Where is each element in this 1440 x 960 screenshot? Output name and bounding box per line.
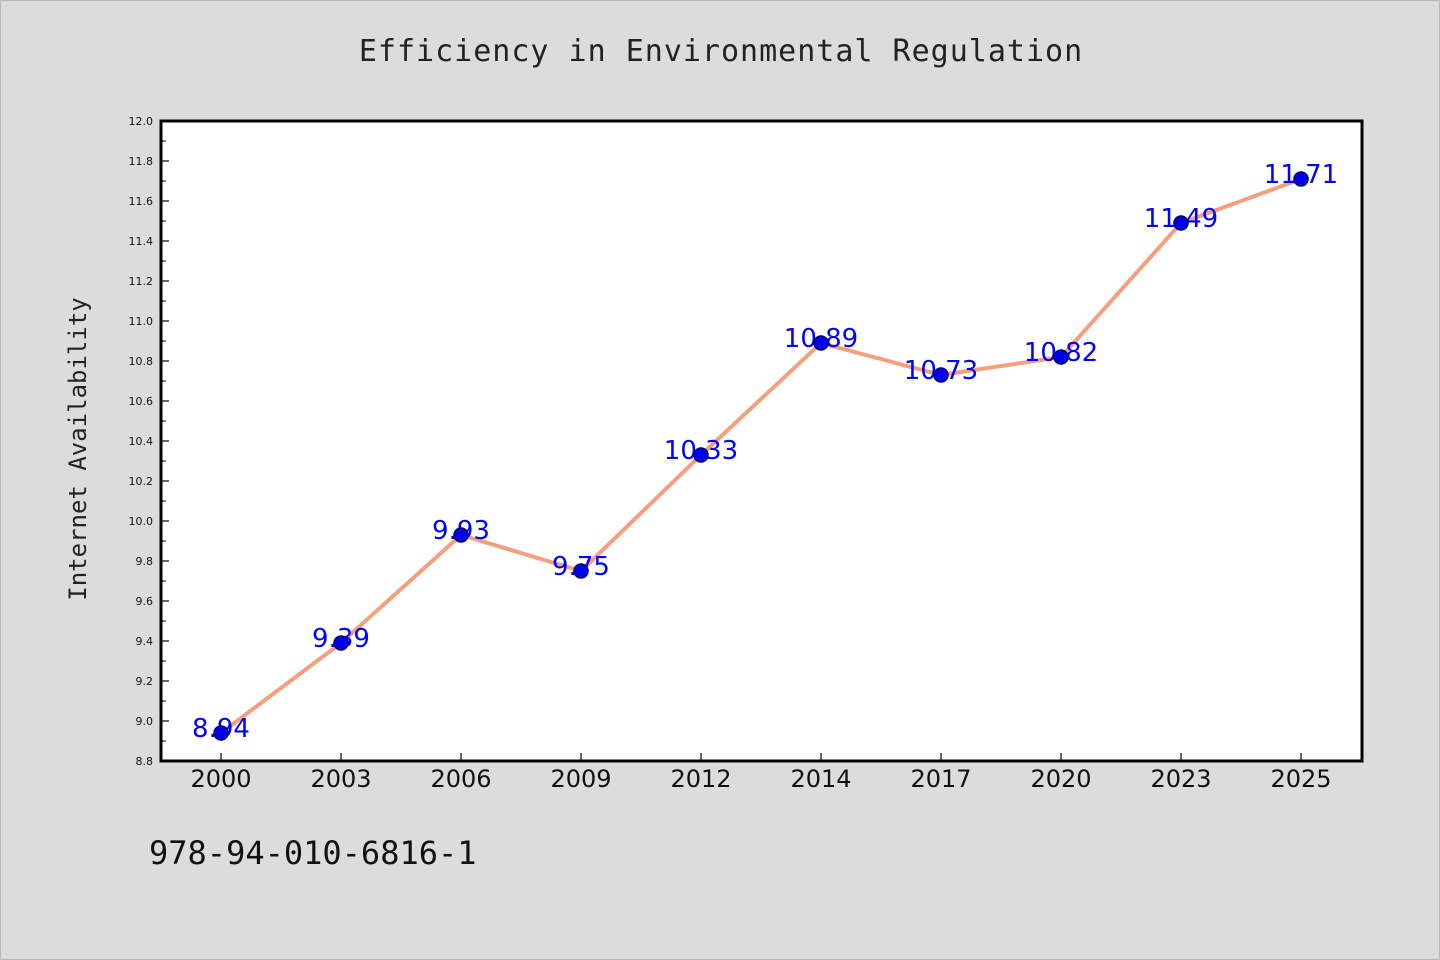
x-tick-label: 2023 — [1150, 765, 1211, 793]
x-tick-label: 2014 — [790, 765, 851, 793]
y-tick-label: 9.8 — [136, 555, 154, 568]
y-tick-label: 11.8 — [129, 155, 154, 168]
data-point — [333, 635, 349, 651]
series-layer: 8.949.399.939.7510.3310.8910.7310.8211.4… — [192, 160, 1338, 744]
x-tick-label: 2009 — [550, 765, 611, 793]
chart-title: Efficiency in Environmental Regulation — [358, 34, 1084, 69]
data-point — [1053, 349, 1069, 365]
data-point — [213, 725, 229, 741]
x-tick-label: 2000 — [190, 765, 251, 793]
y-tick-label: 9.0 — [136, 715, 154, 728]
isbn-code: 978-94-010-6816-1 — [149, 834, 477, 872]
data-point — [933, 367, 949, 383]
x-tick-label: 2020 — [1030, 765, 1091, 793]
x-tick-label: 2025 — [1270, 765, 1331, 793]
data-point — [1173, 215, 1189, 231]
y-tick-label: 12.0 — [129, 115, 154, 128]
plot-area — [159, 119, 1364, 763]
y-tick-label: 11.6 — [129, 195, 154, 208]
y-tick-label: 11.4 — [129, 235, 154, 248]
x-tick-label: 2012 — [670, 765, 731, 793]
y-tick-label: 10.6 — [129, 395, 154, 408]
y-tick-label: 8.8 — [136, 755, 154, 768]
y-tick-label: 11.0 — [129, 315, 154, 328]
y-axis: 8.8 9.0 9.2 9.4 9.6 9.8 10.0 10.2 10.4 10.6 10.8 11… — [129, 115, 169, 768]
data-point — [693, 447, 709, 463]
x-tick-label: 2017 — [910, 765, 971, 793]
y-tick-label: 10.2 — [129, 475, 154, 488]
series-line — [219, 177, 1302, 735]
y-tick-label: 10.4 — [129, 435, 154, 448]
x-axis: 2000 2003 2006 2009 2012 2014 2017 2020 2023 2025 — [190, 753, 1332, 793]
y-tick-label: 10.8 — [129, 355, 154, 368]
y-tick-label: 9.4 — [136, 635, 154, 648]
data-point — [1293, 171, 1309, 187]
x-tick-label: 2006 — [430, 765, 491, 793]
data-point — [573, 563, 589, 579]
y-tick-label: 9.2 — [136, 675, 154, 688]
y-tick-label: 11.2 — [129, 275, 154, 288]
data-point — [453, 527, 469, 543]
data-point — [813, 335, 829, 351]
x-tick-label: 2003 — [310, 765, 371, 793]
y-tick-label: 9.6 — [136, 595, 154, 608]
y-tick-label: 10.0 — [129, 515, 154, 528]
